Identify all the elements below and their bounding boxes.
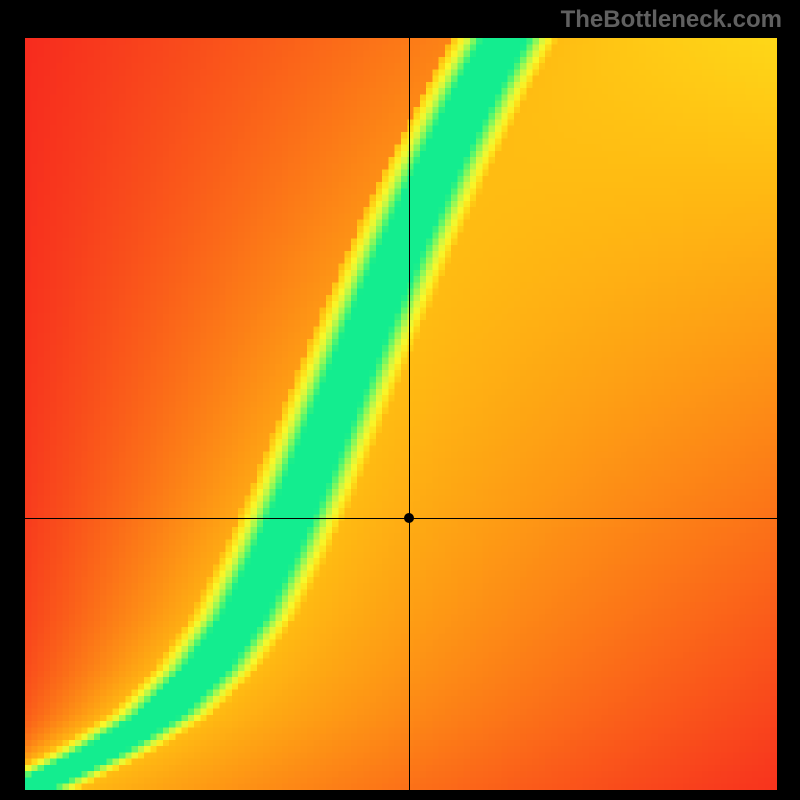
crosshair-vertical [409, 38, 410, 790]
crosshair-horizontal [25, 518, 777, 519]
heatmap-canvas [25, 38, 777, 790]
crosshair-marker [404, 513, 414, 523]
attribution-label: TheBottleneck.com [561, 6, 782, 34]
chart-container: TheBottleneck.com [0, 0, 800, 800]
